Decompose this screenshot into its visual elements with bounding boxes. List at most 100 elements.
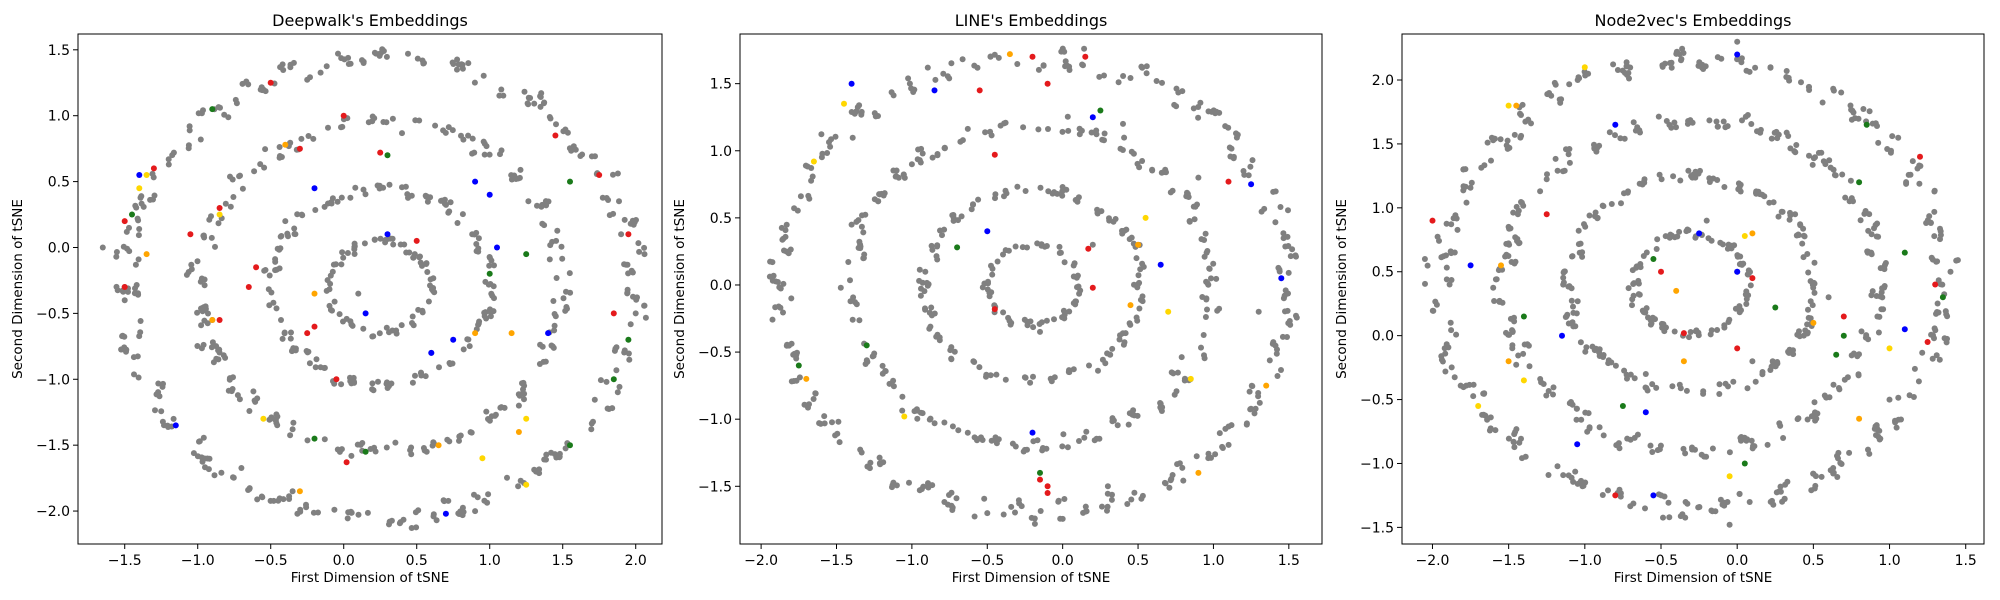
scatter-point: [515, 429, 522, 435]
scatter-point: [1810, 279, 1817, 286]
scatter-point: [1625, 285, 1632, 292]
scatter-point: [1809, 302, 1816, 309]
scatter-point: [1448, 364, 1455, 371]
scatter-point: [287, 432, 294, 439]
scatter-point: [324, 277, 331, 284]
scatter-point: [1706, 117, 1713, 124]
scatter-point: [870, 352, 877, 359]
scatter-point: [1139, 158, 1146, 164]
scatter-point: [209, 317, 216, 323]
scatter-point: [338, 194, 345, 201]
scatter-point: [1861, 210, 1868, 217]
scatter-point: [261, 267, 268, 274]
y-tick-label: −0.5: [698, 345, 732, 361]
scatter-point: [1198, 236, 1205, 243]
scatter-point: [1570, 303, 1576, 310]
scatter-point: [304, 437, 311, 444]
scatter-point: [857, 243, 864, 250]
scatter-point: [371, 236, 378, 243]
scatter-point: [1293, 253, 1299, 260]
scatter-point: [205, 466, 212, 473]
scatter-point: [317, 364, 324, 371]
scatter-point: [483, 315, 490, 322]
scatter-point: [279, 335, 286, 342]
scatter-point: [1005, 247, 1012, 254]
scatter-point: [1138, 63, 1145, 70]
scatter-point: [641, 302, 648, 309]
scatter-point: [1805, 269, 1812, 276]
scatter-point: [1889, 133, 1896, 140]
x-axis-label: First Dimension of tSNE: [1614, 570, 1773, 586]
scatter-point: [932, 76, 939, 83]
scatter-point: [352, 184, 359, 191]
scatter-point: [1886, 396, 1893, 403]
scatter-point: [797, 193, 804, 200]
scatter-point: [389, 327, 396, 334]
scatter-point: [1572, 468, 1579, 475]
scatter-point: [143, 172, 150, 178]
scatter-point: [1505, 102, 1512, 109]
scatter-point: [1222, 123, 1229, 130]
scatter-point: [409, 379, 416, 386]
scatter-point: [564, 129, 571, 136]
scatter-point: [1002, 376, 1009, 383]
scatter-point: [1798, 79, 1804, 86]
scatter-point: [1424, 262, 1431, 269]
scatter-point: [917, 292, 924, 299]
scatter-point: [1832, 172, 1839, 179]
scatter-point: [1550, 384, 1557, 391]
scatter-point: [1572, 323, 1579, 330]
scatter-point: [215, 104, 222, 111]
scatter-point: [946, 75, 953, 82]
scatter-point: [325, 124, 331, 131]
scatter-point: [1658, 176, 1665, 183]
scatter-point: [554, 227, 561, 234]
scatter-point: [769, 316, 776, 323]
scatter-point: [1443, 220, 1450, 227]
scatter-point: [1934, 300, 1941, 307]
scatter-point: [1596, 424, 1603, 431]
scatter-point: [939, 232, 945, 239]
scatter-point: [229, 386, 236, 392]
scatter-point: [515, 483, 522, 490]
scatter-point: [1126, 410, 1133, 417]
scatter-point: [917, 159, 924, 166]
scatter-point: [1692, 234, 1699, 241]
scatter-point: [1059, 443, 1066, 450]
x-tick-label: 0.0: [333, 553, 355, 569]
scatter-point: [1665, 499, 1672, 506]
scatter-point: [1284, 233, 1291, 240]
scatter-point: [1119, 227, 1125, 234]
scatter-point: [1247, 406, 1254, 413]
scatter-point: [1186, 218, 1193, 225]
scatter-point: [276, 495, 283, 502]
scatter-point: [1806, 152, 1812, 159]
scatter-point: [1882, 260, 1889, 266]
scatter-point: [1031, 520, 1038, 527]
scatter-point: [1612, 362, 1619, 369]
scatter-point: [1285, 207, 1291, 214]
scatter-point: [1753, 190, 1760, 197]
scatter-point: [1467, 184, 1474, 191]
scatter-point: [1834, 452, 1840, 459]
scatter-point: [543, 202, 550, 209]
scatter-point: [1453, 331, 1460, 338]
scatter-point: [1566, 81, 1573, 88]
scatter-point: [197, 278, 204, 285]
scatter-point: [1746, 499, 1753, 505]
scatter-point: [1039, 445, 1046, 451]
scatter-point: [766, 273, 773, 280]
scatter-point: [983, 371, 990, 378]
scatter-point: [121, 333, 128, 340]
scatter-point: [1916, 162, 1923, 169]
scatter-point: [415, 507, 422, 514]
scatter-point: [1649, 381, 1656, 388]
scatter-point: [1866, 108, 1873, 115]
scatter-point: [610, 210, 617, 217]
scatter-point: [1124, 501, 1131, 507]
scatter-point: [473, 241, 480, 247]
scatter-point: [136, 172, 143, 178]
scatter-point: [1671, 119, 1678, 126]
scatter-point: [1206, 265, 1213, 272]
scatter-point: [1792, 211, 1799, 218]
